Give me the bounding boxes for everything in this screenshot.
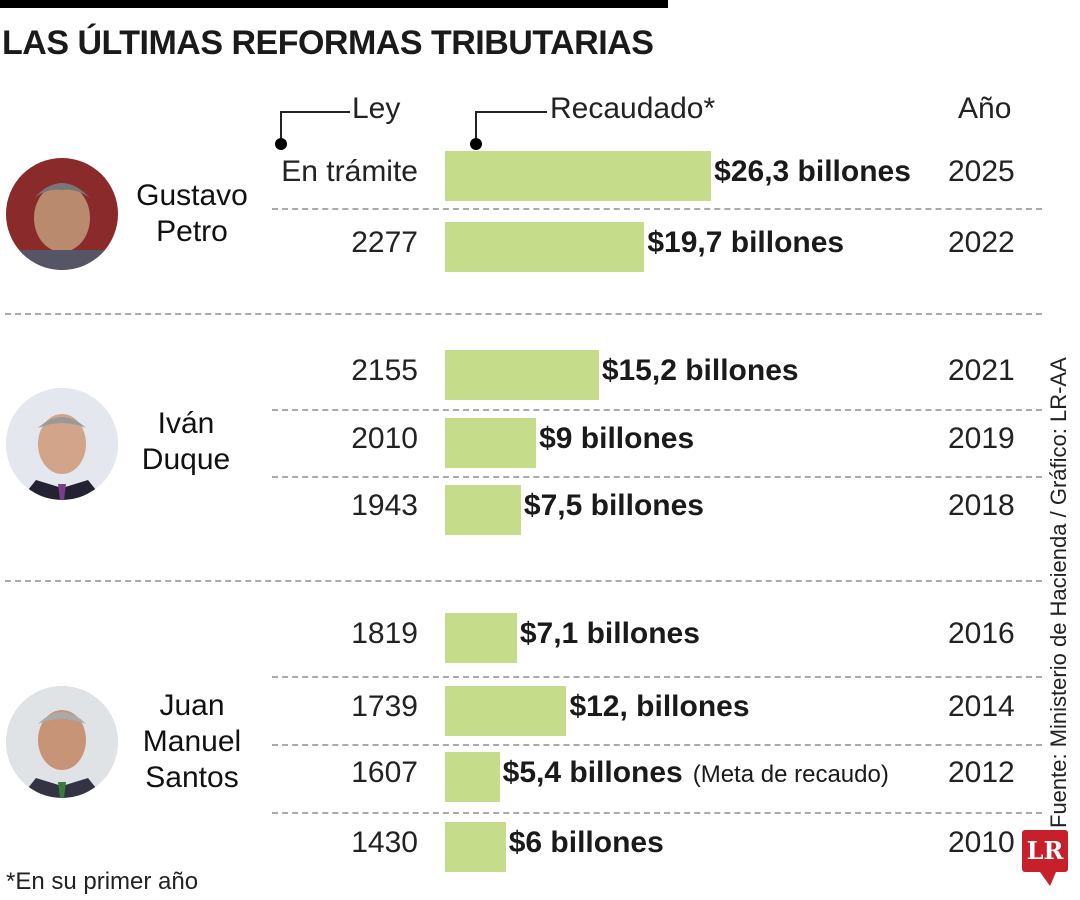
header-recaudado: Recaudado* bbox=[550, 92, 716, 125]
value-text: $26,3 billones bbox=[714, 155, 911, 188]
ley-label: 1430 bbox=[351, 826, 418, 859]
value-text: $7,5 billones bbox=[523, 489, 704, 522]
name-line: Manuel bbox=[142, 725, 242, 758]
row-divider bbox=[272, 812, 1042, 814]
value-label: $6 billones bbox=[509, 826, 664, 860]
bar bbox=[445, 151, 712, 201]
ley-label: 2155 bbox=[351, 354, 418, 387]
value-note: (Meta de recaudo) bbox=[692, 761, 889, 788]
ley-dot bbox=[275, 138, 287, 150]
source-credit: Fuente: Ministerio de Hacienda / Gráfico… bbox=[1046, 357, 1071, 828]
ley-label: 2010 bbox=[351, 422, 418, 455]
row-divider bbox=[272, 476, 1042, 478]
recaudado-dot bbox=[470, 138, 482, 150]
photo-gustavo-petro bbox=[6, 158, 118, 270]
ley-label: 1739 bbox=[351, 690, 418, 723]
top-rule bbox=[0, 0, 668, 8]
footnote: *En su primer año bbox=[6, 868, 199, 895]
year-label: 2012 bbox=[948, 756, 1015, 789]
photo-ivan-duque bbox=[6, 388, 118, 500]
value-label: $7,5 billones bbox=[524, 489, 704, 523]
name-line: Gustavo bbox=[136, 179, 248, 212]
value-label: $26,3 billones bbox=[714, 155, 911, 189]
header-ley: Ley bbox=[352, 92, 401, 125]
year-label: 2025 bbox=[948, 155, 1015, 188]
bar bbox=[445, 822, 506, 872]
row-divider bbox=[272, 409, 1042, 411]
lr-logo: LR bbox=[1022, 830, 1068, 872]
bar bbox=[445, 350, 599, 400]
ley-label: 1943 bbox=[351, 489, 418, 522]
year-label: 2018 bbox=[948, 489, 1015, 522]
row-divider bbox=[272, 744, 1042, 746]
value-label: $9 billones bbox=[539, 422, 694, 456]
photo-juan-manuel-santos bbox=[6, 686, 118, 798]
bar bbox=[445, 418, 537, 468]
name-line: Iván bbox=[157, 407, 215, 440]
president-name-duque: Iván Duque bbox=[106, 406, 266, 478]
name-line: Duque bbox=[141, 443, 231, 476]
ley-label: En trámite bbox=[281, 155, 418, 188]
name-line: Petro bbox=[156, 215, 228, 248]
value-text: $7,1 billones bbox=[519, 617, 700, 650]
value-label: $7,1 billones bbox=[520, 617, 700, 651]
header-anio: Año bbox=[958, 92, 1012, 125]
name-line: Juan bbox=[159, 689, 225, 722]
value-text: $19,7 billones bbox=[647, 226, 845, 259]
value-text: $15,2 billones bbox=[601, 354, 799, 387]
ley-label: 1819 bbox=[351, 617, 418, 650]
ley-connector bbox=[280, 111, 350, 143]
ley-label: 2277 bbox=[351, 226, 418, 259]
lr-logo-tail bbox=[1040, 872, 1056, 886]
value-text: $12, billones bbox=[569, 690, 750, 723]
president-name-petro: Gustavo Petro bbox=[112, 178, 272, 250]
row-divider bbox=[272, 676, 1042, 678]
row-divider bbox=[5, 580, 1042, 582]
value-label: $15,2 billones bbox=[602, 354, 799, 388]
year-label: 2019 bbox=[948, 422, 1015, 455]
bar bbox=[445, 485, 521, 535]
year-label: 2010 bbox=[948, 826, 1015, 859]
year-label: 2022 bbox=[948, 226, 1015, 259]
bar bbox=[445, 686, 567, 736]
name-line: Santos bbox=[145, 761, 239, 794]
value-text: $5,4 billones bbox=[502, 756, 683, 789]
value-text: $9 billones bbox=[539, 422, 695, 455]
recaudado-connector bbox=[475, 111, 547, 143]
value-text: $6 billones bbox=[508, 826, 664, 859]
year-label: 2021 bbox=[948, 354, 1015, 387]
value-label: $12, billones bbox=[569, 690, 749, 724]
value-label: $5,4 billones (Meta de recaudo) bbox=[503, 756, 889, 790]
chart-title: LAS ÚLTIMAS REFORMAS TRIBUTARIAS bbox=[2, 24, 654, 62]
ley-label: 1607 bbox=[351, 756, 418, 789]
bar bbox=[445, 613, 517, 663]
row-divider bbox=[272, 208, 1042, 210]
president-name-santos: Juan Manuel Santos bbox=[112, 688, 272, 796]
value-label: $19,7 billones bbox=[647, 226, 844, 260]
row-divider bbox=[5, 313, 1042, 315]
bar bbox=[445, 222, 645, 272]
year-label: 2016 bbox=[948, 617, 1015, 650]
year-label: 2014 bbox=[948, 690, 1015, 723]
bar bbox=[445, 752, 500, 802]
